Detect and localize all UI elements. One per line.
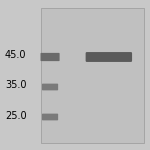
Text: 25.0: 25.0 [5,111,27,121]
FancyBboxPatch shape [41,8,144,142]
FancyBboxPatch shape [86,52,132,62]
FancyBboxPatch shape [40,53,60,61]
Text: 45.0: 45.0 [5,50,27,60]
Text: 35.0: 35.0 [5,80,27,90]
FancyBboxPatch shape [42,114,58,120]
FancyBboxPatch shape [42,84,58,90]
